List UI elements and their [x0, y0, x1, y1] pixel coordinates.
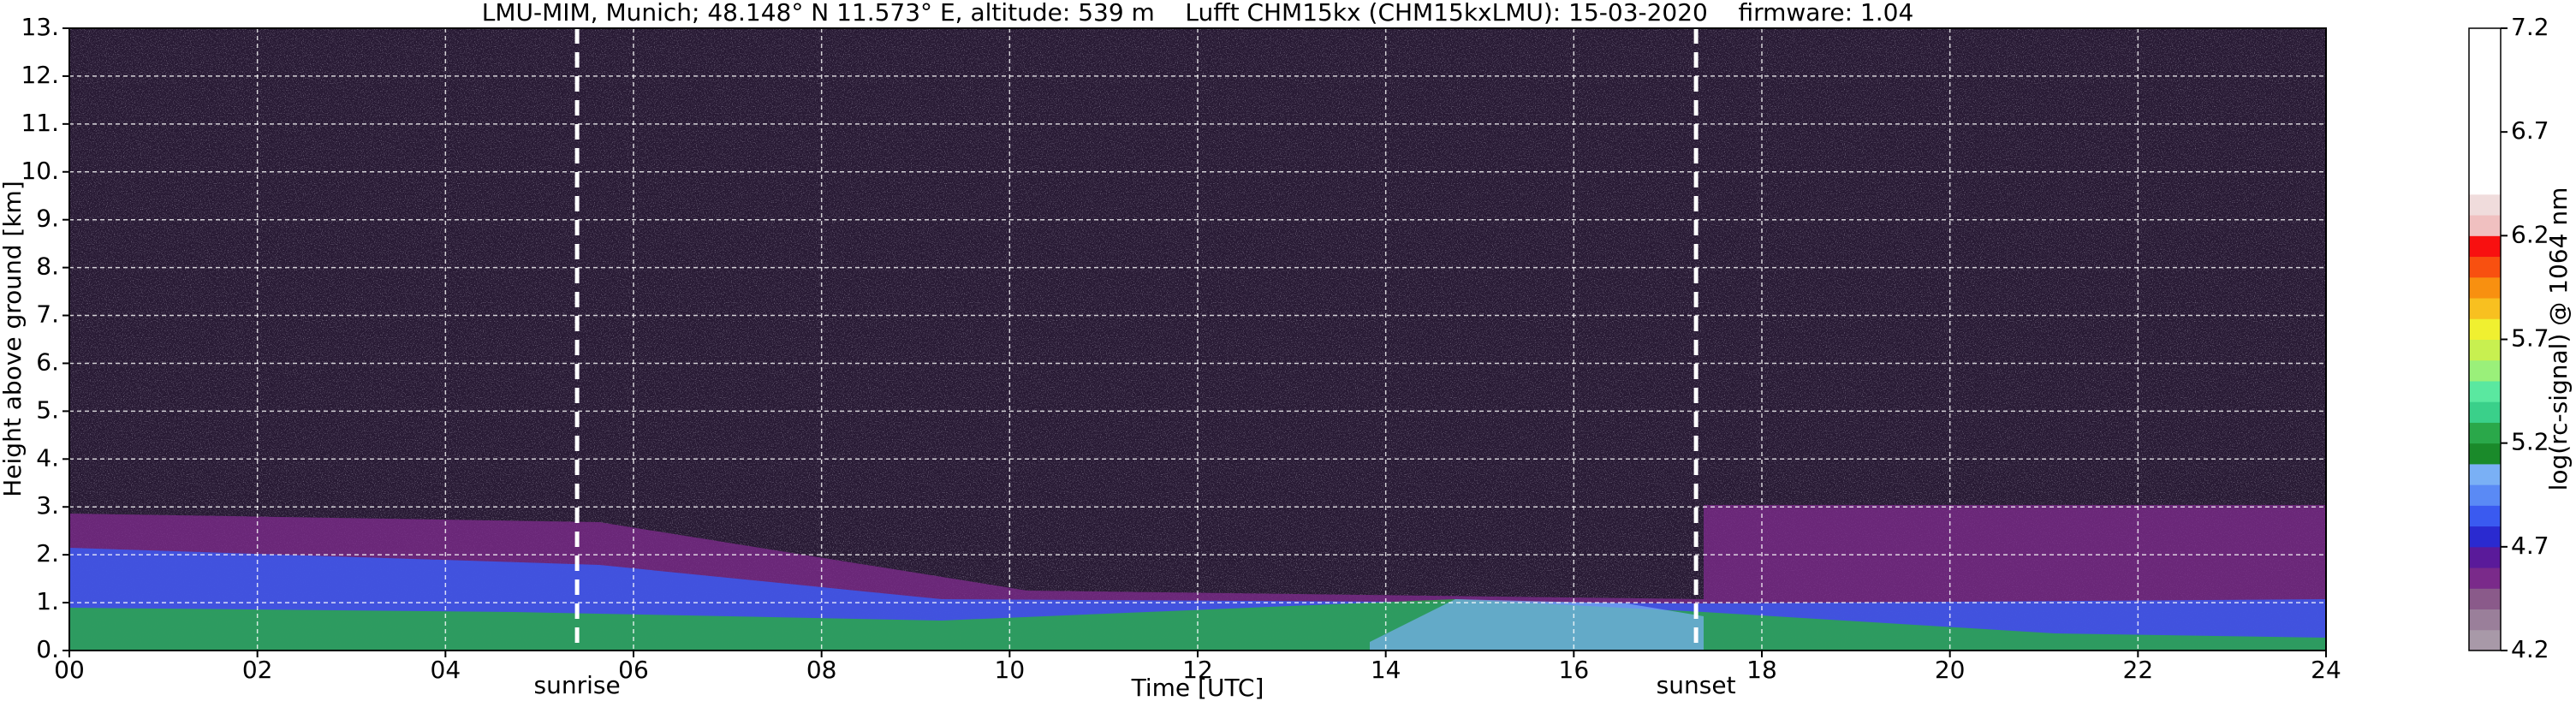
- colorbar-segment: [2469, 110, 2501, 133]
- x-tick-label: 18: [1746, 656, 1777, 684]
- colorbar-segment: [2469, 28, 2501, 50]
- colorbar-label: log(rc-signal) @ 1064 nm: [2544, 187, 2573, 491]
- colorbar-segment: [2469, 463, 2501, 485]
- colorbar-segment: [2469, 609, 2501, 631]
- colorbar-segment: [2469, 90, 2501, 112]
- colorbar-segment: [2469, 546, 2501, 568]
- colorbar-segment: [2469, 298, 2501, 319]
- colorbar-tick-label: 6.7: [2511, 116, 2549, 145]
- y-tick-label: 7.: [36, 300, 59, 329]
- x-tick-label: 06: [618, 656, 649, 684]
- colorbar-segment: [2469, 359, 2501, 382]
- colorbar-segment: [2469, 422, 2501, 444]
- colorbar-tick-label: 5.7: [2511, 324, 2549, 353]
- x-tick-label: 16: [1559, 656, 1590, 684]
- colorbar-segment: [2469, 152, 2501, 175]
- y-tick-label: 2.: [36, 539, 59, 567]
- x-tick-label: 12: [1182, 656, 1213, 684]
- colorbar-segment: [2469, 318, 2501, 340]
- colorbar-segment: [2469, 567, 2501, 589]
- x-tick-label: 08: [806, 656, 837, 684]
- y-tick-label: 3.: [36, 491, 59, 520]
- colorbar-segment: [2469, 173, 2501, 195]
- marks: [574, 28, 1698, 651]
- colorbar-segment: [2469, 235, 2501, 258]
- x-tick-label: 10: [995, 656, 1026, 684]
- colorbar-segment: [2469, 443, 2501, 465]
- x-tick-label: 20: [1935, 656, 1966, 684]
- colorbar-segment: [2469, 629, 2501, 651]
- colorbar-segment: [2469, 401, 2501, 423]
- colorbar-tick-label: 4.7: [2511, 532, 2549, 560]
- y-tick-label: 12.: [21, 61, 59, 89]
- colorbar-tick-label: 5.2: [2511, 428, 2549, 456]
- backscatter-layer: [1370, 599, 1704, 651]
- x-tick-label: 02: [242, 656, 273, 684]
- y-tick-label: 1.: [36, 587, 59, 615]
- colorbar-segment: [2469, 69, 2501, 92]
- y-tick-label: 11.: [21, 109, 59, 137]
- colorbar-tick-label: 6.2: [2511, 220, 2549, 248]
- y-tick-label: 0.: [36, 635, 59, 663]
- x-axis-label: Time [UTC]: [1131, 674, 1264, 702]
- colorbar-segment: [2469, 505, 2501, 527]
- y-tick-label: 5.: [36, 395, 59, 424]
- colorbar-segment: [2469, 193, 2501, 216]
- colorbar-segment: [2469, 49, 2501, 70]
- colorbar-segment: [2469, 256, 2501, 278]
- colorbar-segment: [2469, 339, 2501, 361]
- x-tick-label: 14: [1371, 656, 1401, 684]
- event-label: sunrise: [534, 671, 621, 699]
- colorbar-segment: [2469, 132, 2501, 153]
- colorbar-tick-label: 4.2: [2511, 635, 2549, 663]
- colorbar-segment: [2469, 276, 2501, 299]
- colorbar-segment: [2469, 380, 2501, 402]
- colorbar-segment: [2469, 588, 2501, 610]
- x-tick-label: 00: [54, 656, 85, 684]
- x-tick-label: 22: [2123, 656, 2154, 684]
- y-tick-label: 4.: [36, 443, 59, 472]
- colorbar-segment: [2469, 484, 2501, 506]
- y-tick-label: 10.: [21, 157, 59, 185]
- x-tick-label: 04: [431, 656, 461, 684]
- event-label: sunset: [1657, 671, 1736, 699]
- y-tick-label: 8.: [36, 253, 59, 281]
- colorbar-segment: [2469, 215, 2501, 236]
- y-tick-label: 13.: [21, 13, 59, 41]
- y-tick-label: 6.: [36, 348, 59, 376]
- chart-title: LMU-MIM, Munich; 48.148° N 11.573° E, al…: [482, 0, 1914, 27]
- x-tick-label: 24: [2311, 656, 2341, 684]
- colorbar-tick-label: 7.2: [2511, 13, 2549, 41]
- colorbar-segment: [2469, 526, 2501, 548]
- y-tick-label: 9.: [36, 205, 59, 233]
- y-axis-label: Height above ground [km]: [0, 181, 27, 497]
